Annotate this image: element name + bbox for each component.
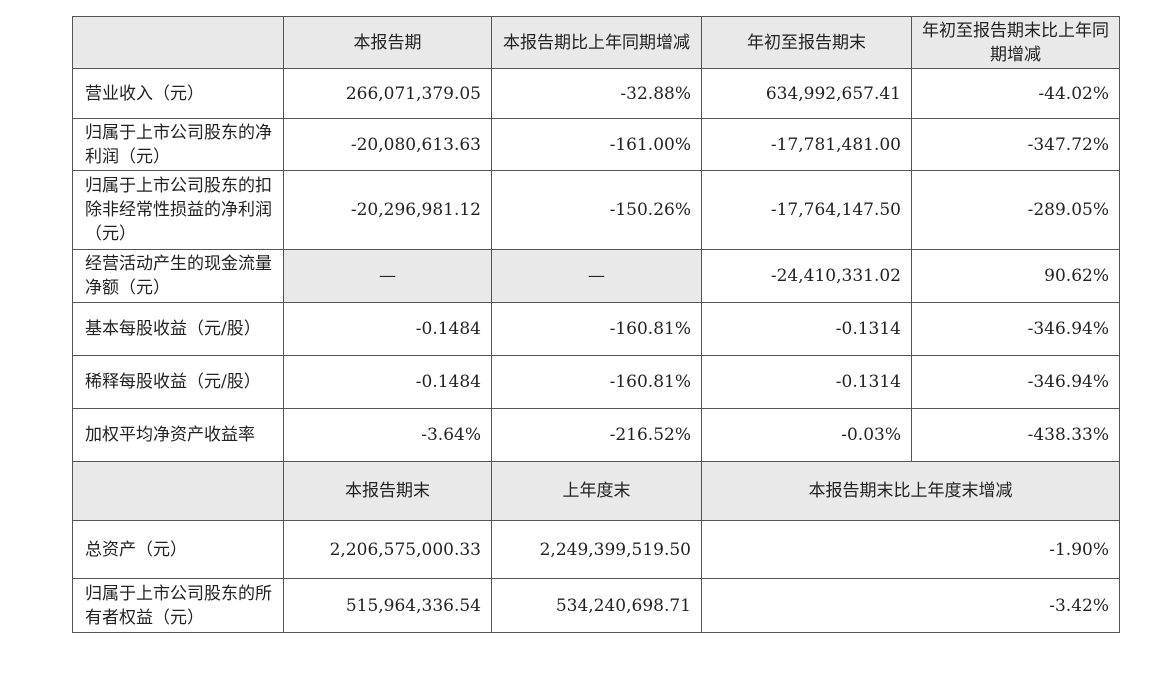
table-cell: -1.90%	[701, 520, 1120, 579]
table-cell: 266,071,379.05	[283, 68, 492, 119]
financial-table: 本报告期 本报告期比上年同期增减 年初至报告期末 年初至报告期末比上年同期增减 营业收入…	[72, 16, 1120, 633]
table-cell: 2,249,399,519.50	[491, 520, 702, 579]
data-row: 稀释每股收益（元/股） -0.1484 -160.81% -0.1314 -346.94…	[72, 355, 1120, 409]
table-cell: -3.64%	[283, 408, 492, 462]
table-cell: -346.94%	[911, 302, 1120, 356]
table-cell: -289.05%	[911, 170, 1120, 250]
table-cell: 归属于上市公司股东的所有者权益（元）	[72, 578, 284, 633]
table-cell: -0.03%	[701, 408, 912, 462]
table-cell: -0.1484	[283, 355, 492, 409]
data-row: 加权平均净资产收益率 -3.64% -216.52% -0.03% -438.33%	[72, 408, 1120, 462]
table-cell	[72, 16, 284, 69]
table-cell: -17,781,481.00	[701, 118, 912, 171]
table-cell: -24,410,331.02	[701, 249, 912, 303]
table-cell: 基本每股收益（元/股）	[72, 302, 284, 356]
table-cell: 2,206,575,000.33	[283, 520, 492, 579]
table-cell: 年初至报告期末	[701, 16, 912, 69]
table-cell: —	[491, 249, 702, 303]
table-cell: 营业收入（元）	[72, 68, 284, 119]
table-cell: -438.33%	[911, 408, 1120, 462]
data-row: 归属于上市公司股东的所有者权益（元） 515,964,336.54 534,240,…	[72, 578, 1120, 633]
data-row: 总资产（元） 2,206,575,000.33 2,249,399,519.50 -1…	[72, 520, 1120, 579]
data-row: 归属于上市公司股东的净利润（元） -20,080,613.63 -161.00% -1…	[72, 118, 1120, 171]
table-cell: 本报告期末	[283, 461, 492, 521]
table-cell: -0.1484	[283, 302, 492, 356]
table-cell: -20,296,981.12	[283, 170, 492, 250]
header-row: 本报告期末 上年度末 本报告期末比上年度末增减	[72, 461, 1120, 521]
table-cell: -32.88%	[491, 68, 702, 119]
table-cell: 归属于上市公司股东的净利润（元）	[72, 118, 284, 171]
table-cell: 年初至报告期末比上年同期增减	[911, 16, 1120, 69]
table-cell: -161.00%	[491, 118, 702, 171]
table-cell: 本报告期	[283, 16, 492, 69]
table-cell: 515,964,336.54	[283, 578, 492, 633]
data-row: 基本每股收益（元/股） -0.1484 -160.81% -0.1314 -346.94…	[72, 302, 1120, 356]
table-cell: —	[283, 249, 492, 303]
table-cell: -150.26%	[491, 170, 702, 250]
table-cell: -160.81%	[491, 355, 702, 409]
table-cell: -17,764,147.50	[701, 170, 912, 250]
data-row: 经营活动产生的现金流量净额（元） — — -24,410,331.02 90.62%	[72, 249, 1120, 303]
table-cell: -0.1314	[701, 355, 912, 409]
table-cell: 经营活动产生的现金流量净额（元）	[72, 249, 284, 303]
table-cell: -346.94%	[911, 355, 1120, 409]
table-cell: 634,992,657.41	[701, 68, 912, 119]
table-cell: 归属于上市公司股东的扣除非经常性损益的净利润（元）	[72, 170, 284, 250]
table-cell: 90.62%	[911, 249, 1120, 303]
table-cell: 加权平均净资产收益率	[72, 408, 284, 462]
table-cell: -160.81%	[491, 302, 702, 356]
table-cell: -347.72%	[911, 118, 1120, 171]
table-cell: -44.02%	[911, 68, 1120, 119]
table-cell: -216.52%	[491, 408, 702, 462]
table-cell: -0.1314	[701, 302, 912, 356]
table-cell: 534,240,698.71	[491, 578, 702, 633]
table-cell	[72, 461, 284, 521]
header-row: 本报告期 本报告期比上年同期增减 年初至报告期末 年初至报告期末比上年同期增减	[72, 16, 1120, 69]
table-cell: 总资产（元）	[72, 520, 284, 579]
table-cell: 本报告期比上年同期增减	[491, 16, 702, 69]
table-cell: 上年度末	[491, 461, 702, 521]
table-cell: 稀释每股收益（元/股）	[72, 355, 284, 409]
table-cell: -3.42%	[701, 578, 1120, 633]
table-cell: -20,080,613.63	[283, 118, 492, 171]
data-row: 营业收入（元） 266,071,379.05 -32.88% 634,992,657.…	[72, 68, 1120, 119]
table-cell: 本报告期末比上年度末增减	[701, 461, 1120, 521]
data-row: 归属于上市公司股东的扣除非经常性损益的净利润（元） -20,296,981.12-…	[72, 170, 1120, 250]
